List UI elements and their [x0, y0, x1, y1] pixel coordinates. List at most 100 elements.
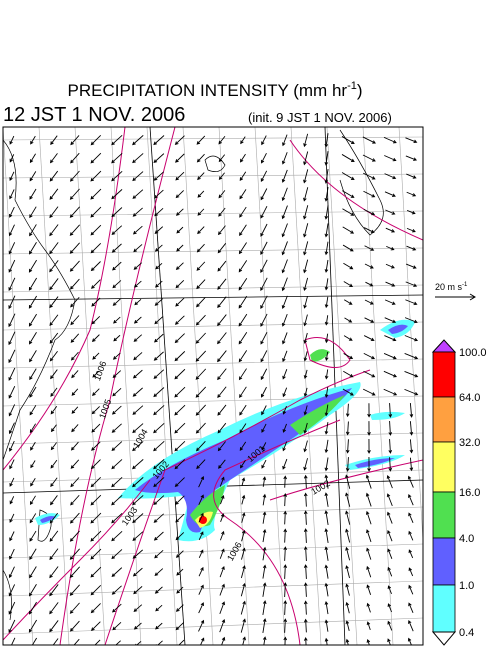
wind-arrow [260, 277, 268, 292]
wind-arrow [198, 512, 204, 523]
wind-arrow [70, 459, 80, 469]
wind-arrow [217, 422, 227, 434]
wind-arrow [365, 492, 372, 507]
wind-scale-label: 20 m s-1 [435, 282, 468, 292]
wind-arrow [154, 568, 164, 577]
wind-arrow [8, 277, 16, 291]
wind-arrow [404, 388, 419, 396]
wind-arrow [324, 492, 329, 507]
wind-arrow [324, 241, 329, 256]
wind-arrow [8, 601, 16, 615]
wind-arrow [405, 299, 418, 306]
wind-arrow [363, 352, 376, 360]
wind-arrow [154, 244, 163, 252]
wind-arrow [8, 584, 16, 597]
grid-line [38, 127, 70, 645]
wind-arrow [196, 153, 205, 163]
wind-arrow [49, 296, 59, 309]
wind-arrow [388, 420, 393, 436]
wind-arrow [154, 208, 164, 217]
wind-scale-exponent: -1 [462, 282, 468, 288]
wind-arrow [362, 172, 376, 180]
wind-arrow [69, 260, 80, 272]
wind-arrow [366, 602, 371, 613]
wind-arrow [175, 513, 185, 523]
wind-arrow [239, 153, 246, 163]
wind-arrow [90, 621, 101, 631]
wind-arrow [281, 277, 288, 292]
wind-arrow [133, 262, 143, 270]
wind-arrow [362, 154, 376, 162]
colorbar-label: 100.0 [459, 347, 487, 359]
wind-arrow [387, 548, 393, 559]
wind-arrow [363, 208, 376, 216]
wind-arrow [29, 224, 37, 237]
wind-arrow [367, 439, 371, 454]
wind-arrow [9, 189, 15, 200]
wind-arrow [8, 242, 16, 255]
wind-arrow [240, 459, 246, 469]
wind-arrow [153, 513, 164, 523]
wind-arrow [221, 636, 226, 645]
wind-arrow [388, 403, 393, 418]
wind-arrow [29, 368, 37, 381]
wind-arrow [111, 477, 123, 488]
wind-arrow [9, 477, 15, 487]
wind-arrow [342, 388, 354, 396]
wind-arrow [282, 332, 288, 345]
wind-arrow [324, 546, 329, 561]
wind-arrow [324, 151, 329, 166]
colorbar-segment [432, 584, 456, 633]
wind-arrow [239, 441, 247, 451]
grid-line [3, 580, 423, 597]
wind-arrow [303, 546, 308, 562]
wind-arrow [241, 494, 246, 505]
wind-arrow [303, 528, 308, 543]
wind-arrow [92, 370, 100, 378]
wind-arrow [111, 567, 123, 578]
wind-arrow [363, 190, 376, 198]
colorbar-over [431, 339, 457, 353]
wind-arrow [385, 227, 396, 233]
wind-arrow [386, 474, 393, 489]
wind-arrow [387, 603, 392, 613]
wind-arrow [132, 567, 143, 577]
wind-arrow [283, 492, 288, 507]
wind-arrow [153, 440, 165, 452]
wind-arrow [90, 206, 102, 218]
wind-arrow [91, 441, 101, 451]
wind-arrow [367, 403, 371, 418]
wind-arrow [30, 135, 36, 145]
wind-arrow [303, 405, 308, 416]
wind-arrow [324, 386, 329, 398]
wind-arrow [324, 351, 329, 362]
wind-arrow [30, 441, 36, 451]
wind-arrow [153, 459, 165, 470]
wind-arrow [324, 439, 329, 454]
wind-arrow [90, 459, 101, 470]
wind-arrow [132, 153, 144, 164]
wind-arrow [324, 422, 329, 435]
isobar-label: 1005 [97, 398, 113, 420]
wind-arrow [303, 151, 309, 166]
title-text: PRECIPITATION INTENSITY (mm hr [67, 81, 347, 100]
wind-arrow [50, 135, 58, 146]
wind-arrow [153, 531, 164, 541]
wind-arrow [281, 205, 288, 220]
grid-line [3, 617, 423, 635]
wind-arrow [198, 619, 205, 632]
wind-arrow [219, 601, 226, 615]
wind-arrow [366, 621, 371, 631]
wind-arrow [90, 152, 102, 164]
wind-arrow [218, 154, 226, 163]
wind-arrow [387, 566, 393, 577]
wind-arrow [134, 299, 142, 306]
wind-arrow [132, 495, 144, 506]
wind-arrow [153, 153, 165, 163]
wind-arrow [132, 405, 144, 415]
wind-arrow [112, 387, 122, 397]
wind-arrow [8, 404, 16, 417]
wind-arrow [29, 566, 37, 579]
wind-arrow [69, 530, 80, 542]
wind-arrow [219, 583, 225, 596]
